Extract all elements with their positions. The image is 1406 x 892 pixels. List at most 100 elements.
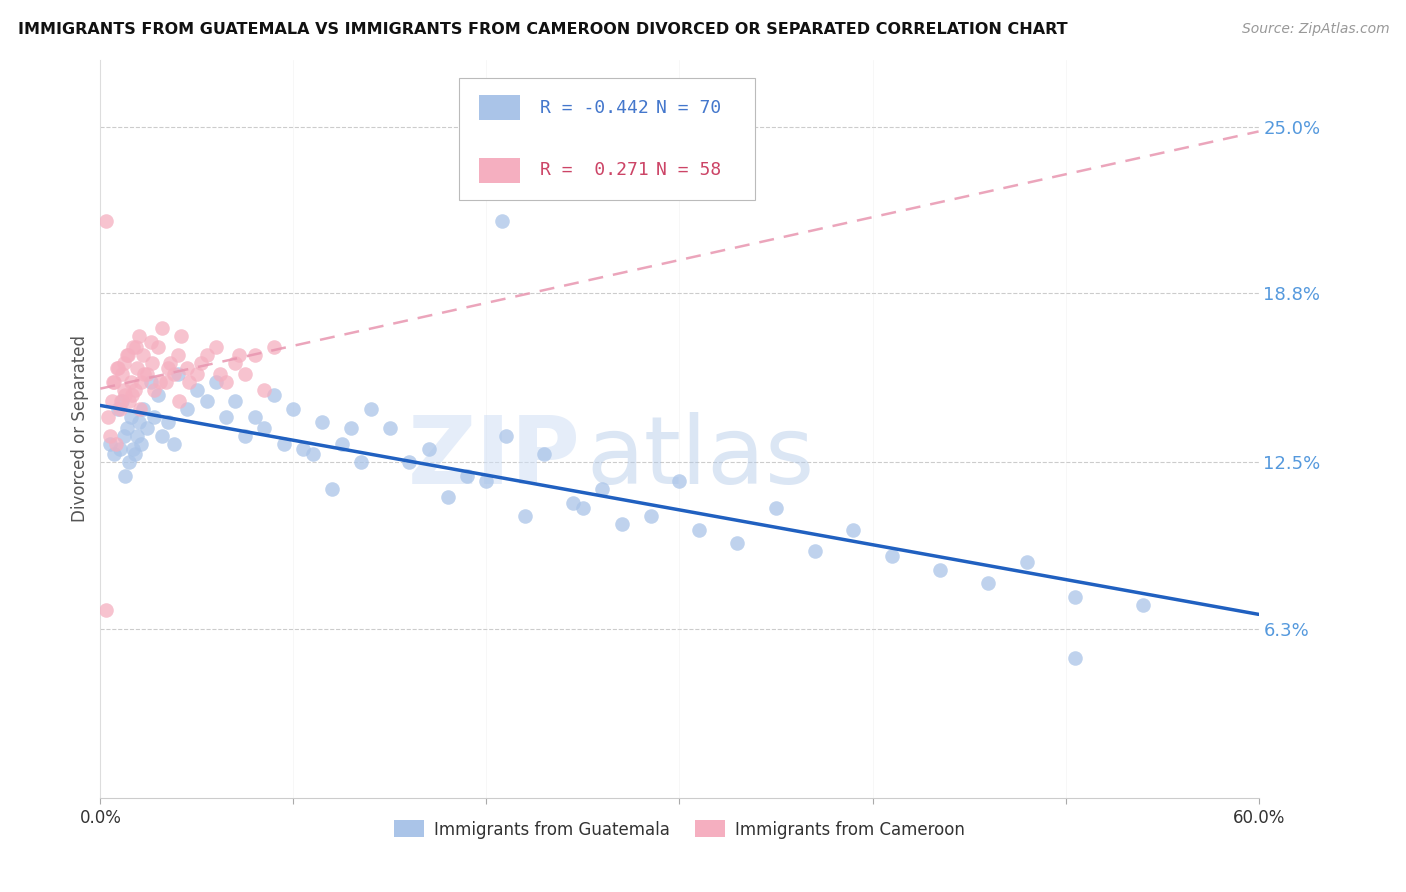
Point	[159, 356, 181, 370]
Y-axis label: Divorced or Separated: Divorced or Separated	[72, 335, 89, 523]
Point	[378, 420, 401, 434]
Point	[725, 536, 748, 550]
Point	[475, 475, 498, 489]
Point	[108, 442, 131, 456]
Point	[114, 388, 136, 402]
Point	[233, 367, 256, 381]
Point	[1015, 555, 1038, 569]
Point	[156, 415, 179, 429]
Point	[94, 603, 117, 617]
Point	[124, 383, 146, 397]
Point	[141, 356, 163, 370]
Point	[112, 428, 135, 442]
Point	[103, 375, 125, 389]
Point	[340, 420, 363, 434]
Point	[150, 321, 173, 335]
Point	[108, 401, 131, 416]
Point	[668, 475, 690, 489]
Text: R =  0.271: R = 0.271	[540, 161, 650, 179]
Point	[163, 436, 186, 450]
Point	[132, 401, 155, 416]
Point	[321, 483, 343, 497]
Point	[166, 367, 188, 381]
Point	[360, 401, 382, 416]
Point	[243, 409, 266, 424]
Point	[124, 447, 146, 461]
Point	[150, 428, 173, 442]
Point	[139, 334, 162, 349]
Point	[283, 401, 305, 416]
Point	[610, 517, 633, 532]
Point	[330, 436, 353, 450]
Point	[1064, 651, 1087, 665]
Point	[233, 428, 256, 442]
Point	[215, 375, 238, 389]
Point	[224, 356, 246, 370]
Point	[253, 420, 276, 434]
Point	[117, 420, 139, 434]
Point	[94, 213, 117, 227]
Point	[243, 348, 266, 362]
Point	[143, 383, 166, 397]
Point	[125, 340, 148, 354]
Point	[456, 468, 478, 483]
Point	[156, 361, 179, 376]
Point	[114, 383, 136, 397]
Point	[128, 415, 150, 429]
Point	[120, 409, 142, 424]
Point	[149, 375, 172, 389]
Point	[117, 348, 139, 362]
Point	[273, 436, 295, 450]
Point	[533, 447, 555, 461]
Point	[114, 468, 136, 483]
Point	[195, 348, 218, 362]
Point	[311, 415, 333, 429]
Point	[132, 367, 155, 381]
Point	[418, 442, 440, 456]
Point	[110, 367, 132, 381]
Point	[880, 549, 903, 564]
Point	[118, 393, 141, 408]
Point	[101, 393, 124, 408]
Point	[139, 375, 162, 389]
Point	[98, 428, 121, 442]
Point	[977, 576, 1000, 591]
Point	[110, 393, 132, 408]
Text: atlas: atlas	[586, 412, 815, 504]
Point	[107, 401, 129, 416]
Point	[195, 393, 218, 408]
Point	[688, 523, 710, 537]
Point	[186, 367, 208, 381]
Point	[163, 367, 186, 381]
Point	[101, 375, 124, 389]
Text: IMMIGRANTS FROM GUATEMALA VS IMMIGRANTS FROM CAMEROON DIVORCED OR SEPARATED CORR: IMMIGRANTS FROM GUATEMALA VS IMMIGRANTS …	[18, 22, 1069, 37]
Point	[129, 436, 152, 450]
Point	[562, 496, 585, 510]
Point	[176, 401, 198, 416]
Point	[122, 442, 145, 456]
Point	[205, 340, 228, 354]
Point	[121, 388, 143, 402]
Bar	[479, 158, 520, 184]
Point	[166, 348, 188, 362]
Point	[1064, 590, 1087, 604]
Text: N = 58: N = 58	[657, 161, 721, 179]
Point	[491, 213, 513, 227]
Point	[129, 375, 152, 389]
FancyBboxPatch shape	[460, 78, 755, 200]
Point	[929, 563, 952, 577]
Point	[104, 436, 127, 450]
Point	[105, 361, 128, 376]
Point	[112, 356, 135, 370]
Point	[437, 491, 460, 505]
Point	[263, 388, 285, 402]
Point	[155, 375, 177, 389]
Point	[143, 409, 166, 424]
Point	[117, 348, 139, 362]
Point	[132, 348, 155, 362]
Point	[129, 401, 152, 416]
Point	[125, 428, 148, 442]
Point	[224, 393, 246, 408]
Point	[148, 388, 170, 402]
Point	[253, 383, 276, 397]
